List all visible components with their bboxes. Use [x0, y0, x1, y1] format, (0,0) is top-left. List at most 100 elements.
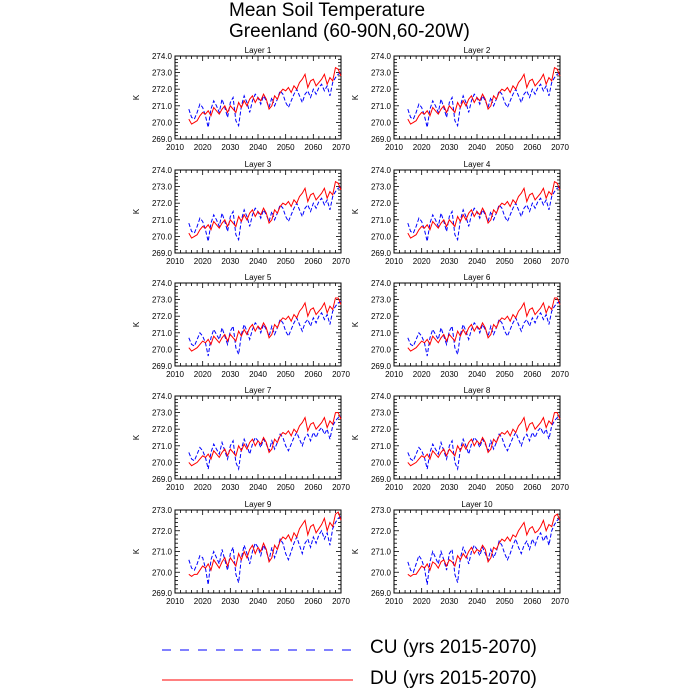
- x-tick-label: 2020: [413, 483, 431, 492]
- y-tick-label: 270.0: [371, 345, 392, 354]
- x-tick-label: 2020: [413, 143, 431, 152]
- x-tick-label: 2040: [249, 597, 267, 606]
- y-tick-label: 272.0: [371, 85, 392, 94]
- x-tick-label: 2070: [332, 143, 350, 152]
- x-tick-label: 2060: [304, 370, 322, 379]
- series-cu-line: [407, 72, 561, 128]
- series-cu-line: [407, 300, 561, 357]
- series-du-line: [188, 180, 342, 239]
- y-axis-label: K: [132, 208, 141, 214]
- series-du-line: [188, 297, 342, 352]
- x-tick-label: 2020: [413, 257, 431, 266]
- legend: [162, 649, 353, 681]
- y-tick-label: 273.0: [371, 409, 392, 418]
- y-tick-label: 270.0: [152, 232, 173, 241]
- x-tick-label: 2050: [277, 597, 295, 606]
- y-tick-label: 272.0: [371, 527, 392, 536]
- series-du-line: [188, 412, 342, 467]
- y-tick-label: 271.0: [371, 102, 392, 111]
- legend-du-label: DU (yrs 2015-2070): [370, 668, 537, 689]
- y-tick-label: 272.0: [152, 312, 173, 321]
- x-tick-label: 2070: [551, 597, 569, 606]
- y-tick-label: 269.0: [152, 589, 173, 598]
- x-tick-label: 2060: [304, 483, 322, 492]
- y-axis-label: K: [132, 434, 141, 440]
- y-tick-label: 274.0: [152, 279, 173, 288]
- x-tick-label: 2040: [468, 597, 486, 606]
- y-tick-label: 273.0: [152, 506, 173, 515]
- series-du-line: [188, 66, 342, 125]
- panel-2: Layer 2 K 269.0 270.0 271.0 272.0 273.0 274.0 20…: [351, 46, 569, 152]
- y-tick-label: 270.0: [371, 458, 392, 467]
- x-tick-label: 2040: [468, 483, 486, 492]
- y-tick-label: 272.0: [152, 199, 173, 208]
- y-tick-label: 274.0: [152, 166, 173, 175]
- y-tick-label: 273.0: [371, 506, 392, 515]
- y-tick-label: 271.0: [371, 329, 392, 338]
- y-tick-label: 273.0: [371, 183, 392, 192]
- y-tick-label: 271.0: [152, 329, 173, 338]
- x-tick-label: 2030: [440, 597, 458, 606]
- x-tick-label: 2040: [249, 370, 267, 379]
- y-tick-label: 270.0: [371, 568, 392, 577]
- y-axis-label: K: [351, 321, 360, 327]
- y-axis-label: K: [351, 548, 360, 554]
- x-tick-label: 2050: [277, 143, 295, 152]
- y-tick-label: 271.0: [152, 102, 173, 111]
- y-tick-label: 272.0: [152, 527, 173, 536]
- panel-8: Layer 8 K 269.0 270.0 271.0 272.0 273.0 274.0 20…: [351, 386, 569, 492]
- x-tick-label: 2020: [194, 597, 212, 606]
- panel-title: Layer 8: [464, 386, 491, 395]
- panel-title: Layer 1: [245, 46, 272, 55]
- x-tick-label: 2050: [496, 257, 514, 266]
- panel-title: Layer 6: [464, 273, 491, 282]
- y-tick-label: 272.0: [371, 199, 392, 208]
- x-tick-label: 2060: [304, 257, 322, 266]
- y-tick-label: 274.0: [371, 52, 392, 61]
- panel-grid: Layer 1 K 269.0 270.0 271.0 272.0 273.0 274.0 20…: [132, 46, 569, 606]
- y-tick-label: 274.0: [371, 166, 392, 175]
- x-tick-label: 2040: [249, 143, 267, 152]
- y-tick-label: 269.0: [152, 135, 173, 144]
- y-tick-label: 271.0: [371, 216, 392, 225]
- chart-title-line-1: Mean Soil Temperature: [229, 0, 426, 21]
- x-tick-label: 2070: [332, 370, 350, 379]
- y-tick-label: 271.0: [371, 442, 392, 451]
- y-tick-label: 269.0: [371, 589, 392, 598]
- x-tick-label: 2060: [523, 597, 541, 606]
- x-tick-label: 2050: [496, 597, 514, 606]
- x-tick-label: 2060: [523, 257, 541, 266]
- y-tick-label: 270.0: [152, 458, 173, 467]
- y-axis-label: K: [132, 94, 141, 100]
- y-tick-label: 272.0: [371, 425, 392, 434]
- y-axis-label: K: [132, 321, 141, 327]
- series-du-line: [188, 511, 342, 578]
- x-tick-label: 2020: [413, 597, 431, 606]
- y-tick-label: 270.0: [152, 118, 173, 127]
- panel-9: Layer 9 K 269.0 270.0 271.0 272.0 273.0 2010 202…: [132, 500, 350, 606]
- x-tick-label: 2060: [523, 370, 541, 379]
- x-tick-label: 2020: [413, 370, 431, 379]
- x-tick-label: 2030: [440, 257, 458, 266]
- chart-title-line-2: Greenland (60-90N,60-20W): [229, 21, 470, 42]
- panel-7: Layer 7 K 269.0 270.0 271.0 272.0 273.0 274.0 20…: [132, 386, 350, 492]
- x-tick-label: 2070: [551, 483, 569, 492]
- y-tick-label: 274.0: [371, 392, 392, 401]
- y-tick-label: 273.0: [152, 183, 173, 192]
- panel-5: Layer 5 K 269.0 270.0 271.0 272.0 273.0 274.0 20…: [132, 273, 350, 379]
- x-tick-label: 2060: [523, 143, 541, 152]
- x-tick-label: 2070: [551, 370, 569, 379]
- x-tick-label: 2030: [221, 257, 239, 266]
- x-tick-label: 2070: [332, 257, 350, 266]
- series-du-line: [407, 412, 561, 467]
- x-tick-label: 2010: [166, 143, 184, 152]
- x-tick-label: 2010: [385, 257, 403, 266]
- x-tick-label: 2040: [249, 483, 267, 492]
- y-axis-label: K: [132, 548, 141, 554]
- y-tick-label: 269.0: [371, 249, 392, 258]
- y-tick-label: 272.0: [152, 85, 173, 94]
- panel-title: Layer 5: [245, 273, 272, 282]
- y-tick-label: 273.0: [152, 69, 173, 78]
- y-axis-label: K: [351, 94, 360, 100]
- panel-6: Layer 6 K 269.0 270.0 271.0 272.0 273.0 274.0 20…: [351, 273, 569, 379]
